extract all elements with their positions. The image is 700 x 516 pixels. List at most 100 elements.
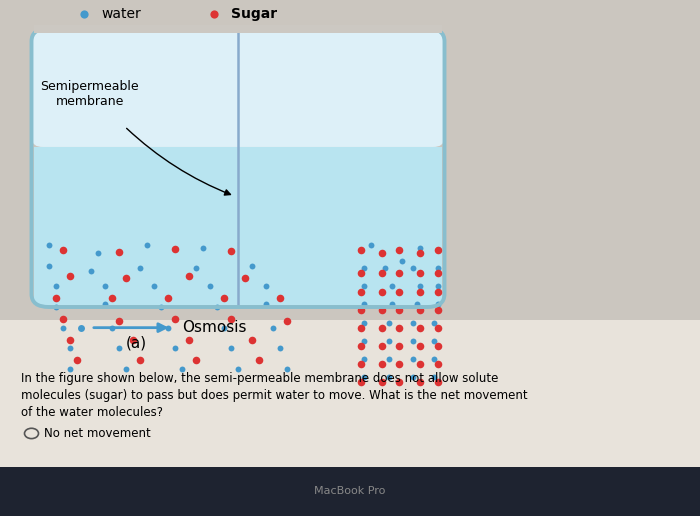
Point bbox=[232, 365, 244, 373]
Bar bbox=[34, 25, 442, 33]
Point bbox=[190, 264, 202, 272]
Point bbox=[355, 360, 366, 368]
Point bbox=[75, 324, 86, 332]
Point bbox=[57, 315, 69, 323]
Point bbox=[397, 256, 408, 265]
Bar bbox=[0, 467, 700, 516]
Point bbox=[393, 378, 405, 386]
Point bbox=[208, 10, 219, 19]
Point bbox=[127, 335, 139, 344]
Point bbox=[355, 305, 366, 314]
Text: Osmosis: Osmosis bbox=[182, 320, 246, 335]
Point bbox=[358, 300, 370, 309]
Point bbox=[428, 373, 440, 381]
Point bbox=[71, 356, 83, 364]
Point bbox=[376, 269, 387, 278]
Bar bbox=[0, 320, 700, 467]
Point bbox=[414, 305, 426, 314]
Point bbox=[355, 269, 366, 278]
Point bbox=[260, 300, 272, 309]
FancyBboxPatch shape bbox=[32, 29, 444, 147]
Point bbox=[432, 246, 443, 254]
Point bbox=[386, 300, 398, 309]
Point bbox=[407, 318, 419, 327]
Point bbox=[225, 247, 237, 255]
Point bbox=[253, 356, 265, 364]
Point bbox=[218, 294, 230, 302]
Point bbox=[432, 287, 443, 296]
Point bbox=[386, 282, 398, 291]
Point bbox=[358, 336, 370, 345]
Point bbox=[393, 324, 405, 332]
Point bbox=[432, 264, 443, 272]
Point bbox=[432, 282, 443, 291]
Point bbox=[176, 365, 188, 373]
Point bbox=[162, 294, 174, 302]
Point bbox=[407, 373, 419, 381]
Text: No net movement: No net movement bbox=[44, 427, 151, 440]
Point bbox=[92, 249, 104, 257]
Point bbox=[414, 287, 426, 296]
Point bbox=[355, 287, 366, 296]
Point bbox=[428, 318, 440, 327]
Point bbox=[50, 282, 62, 291]
Point bbox=[432, 300, 443, 309]
Point bbox=[432, 342, 443, 350]
Point bbox=[183, 272, 195, 280]
Point bbox=[113, 317, 125, 325]
Point bbox=[376, 324, 387, 332]
Point bbox=[50, 294, 62, 302]
Point bbox=[50, 303, 62, 311]
Point bbox=[383, 336, 394, 345]
Point bbox=[225, 315, 237, 323]
Point bbox=[393, 360, 405, 368]
Point bbox=[414, 360, 426, 368]
Text: MacBook Pro: MacBook Pro bbox=[314, 486, 386, 496]
Point bbox=[432, 269, 443, 278]
Point bbox=[358, 354, 370, 363]
Point bbox=[432, 324, 443, 332]
Point bbox=[393, 342, 405, 350]
Point bbox=[355, 246, 366, 254]
Text: (a): (a) bbox=[126, 335, 147, 351]
Point bbox=[43, 262, 55, 270]
Point bbox=[414, 249, 426, 257]
Point bbox=[411, 300, 422, 309]
Point bbox=[358, 264, 370, 272]
Point bbox=[376, 305, 387, 314]
Point bbox=[43, 241, 55, 249]
Bar bbox=[0, 320, 700, 467]
Point bbox=[376, 287, 387, 296]
Point bbox=[246, 335, 258, 344]
Point bbox=[393, 269, 405, 278]
Point bbox=[428, 354, 440, 363]
Point bbox=[383, 354, 394, 363]
Point bbox=[414, 244, 426, 252]
Point bbox=[414, 342, 426, 350]
Point bbox=[148, 282, 160, 291]
Point bbox=[407, 264, 419, 272]
Point bbox=[267, 324, 279, 332]
Point bbox=[120, 273, 132, 282]
Point bbox=[246, 262, 258, 270]
Point bbox=[407, 354, 419, 363]
Text: Sugar: Sugar bbox=[231, 7, 277, 22]
Point bbox=[99, 282, 111, 291]
Point bbox=[218, 324, 230, 332]
Point bbox=[407, 336, 419, 345]
Point bbox=[393, 246, 405, 254]
Point bbox=[106, 324, 118, 332]
Point bbox=[211, 303, 223, 311]
Point bbox=[64, 365, 76, 373]
Point bbox=[134, 356, 146, 364]
Point bbox=[169, 245, 181, 253]
Point bbox=[393, 287, 405, 296]
Point bbox=[120, 365, 132, 373]
Point bbox=[281, 317, 293, 325]
Point bbox=[64, 335, 76, 344]
Point bbox=[393, 305, 405, 314]
Point bbox=[162, 324, 174, 332]
Point bbox=[428, 336, 440, 345]
Point bbox=[169, 344, 181, 352]
Point bbox=[155, 303, 167, 311]
